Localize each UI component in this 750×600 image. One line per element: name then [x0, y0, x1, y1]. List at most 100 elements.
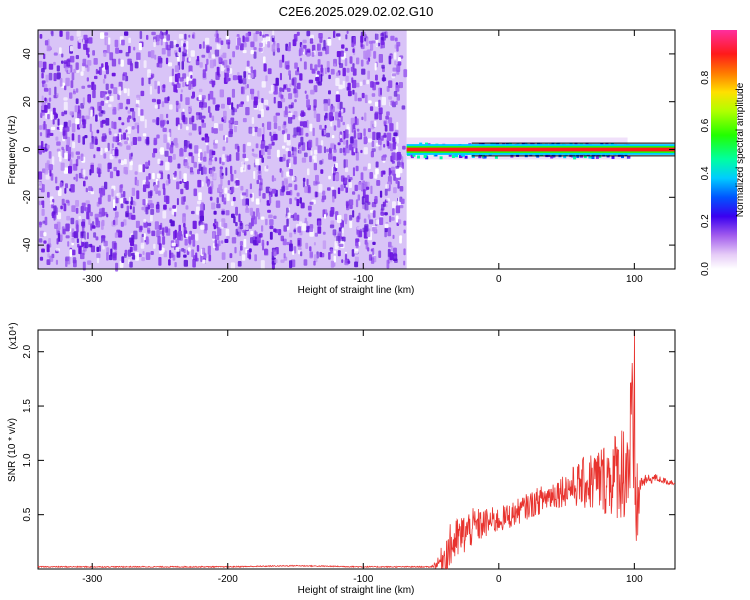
noise-cell	[49, 255, 54, 262]
noise-cell	[394, 37, 398, 42]
noise-cell	[277, 101, 283, 109]
noise-cell	[151, 98, 156, 103]
noise-cell	[77, 105, 80, 114]
noise-cell	[71, 237, 75, 243]
colorbar-tick-label: 0.2	[700, 214, 711, 228]
noise-cell	[403, 69, 408, 78]
spectrogram-x-ticks: -300 -200 -100 0 100	[82, 30, 643, 285]
noise-cell	[253, 47, 257, 51]
noise-cell	[226, 155, 230, 162]
noise-cell	[402, 145, 406, 150]
noise-cell	[224, 187, 228, 194]
noise-cell	[322, 231, 326, 235]
noise-cell	[142, 133, 147, 137]
noise-cell	[174, 211, 177, 217]
noise-cell	[403, 260, 406, 266]
noise-cell	[150, 251, 154, 255]
noise-cell	[330, 260, 335, 268]
noise-cell	[303, 61, 307, 70]
noise-cell	[102, 92, 105, 97]
noise-cell	[332, 156, 337, 162]
noise-cell	[231, 201, 234, 206]
x-tick-label: -100	[353, 274, 373, 285]
noise-cell	[298, 115, 301, 121]
noise-cell	[203, 156, 207, 162]
noise-cell	[199, 62, 203, 68]
noise-cell	[344, 129, 349, 139]
noise-cell	[142, 251, 145, 255]
noise-cell	[287, 46, 291, 52]
noise-cell	[78, 37, 83, 43]
noise-cell	[59, 125, 63, 130]
noise-cell	[338, 110, 342, 118]
noise-cell	[65, 77, 70, 87]
noise-cell	[167, 136, 171, 145]
noise-cell	[321, 198, 325, 203]
noise-cell	[85, 187, 88, 193]
noise-cell	[397, 161, 401, 168]
noise-cell	[287, 151, 291, 158]
noise-cell	[200, 254, 203, 262]
noise-cell	[320, 140, 324, 146]
noise-cell	[201, 115, 206, 119]
noise-cell	[346, 204, 350, 211]
noise-cell	[216, 203, 221, 209]
noise-cell	[209, 46, 212, 50]
noise-cell	[369, 172, 373, 179]
noise-cell	[80, 153, 84, 161]
noise-cell	[46, 244, 50, 253]
noise-cell	[198, 192, 202, 201]
noise-cell	[364, 224, 369, 232]
noise-cell	[63, 60, 67, 64]
noise-cell	[389, 215, 392, 223]
snr-y-axis-label: SNR (10 * v/v)	[7, 418, 18, 482]
noise-cell	[182, 54, 185, 62]
noise-cell	[118, 159, 121, 164]
noise-cell	[115, 262, 119, 272]
noise-cell	[348, 199, 354, 206]
noise-cell	[394, 258, 398, 263]
noise-cell	[325, 112, 328, 119]
noise-cell	[362, 180, 365, 185]
noise-cell	[271, 188, 277, 194]
noise-cell	[69, 92, 73, 99]
noise-cell	[47, 129, 51, 136]
noise-cell	[241, 254, 246, 261]
noise-cell	[264, 249, 269, 256]
noise-cell	[294, 85, 298, 94]
noise-cell	[283, 253, 286, 259]
noise-cell	[201, 247, 206, 255]
noise-cell	[48, 46, 52, 50]
noise-cell	[268, 214, 273, 219]
noise-cell	[118, 116, 122, 121]
noise-cell	[201, 137, 205, 141]
noise-cell	[306, 99, 310, 108]
noise-cell	[317, 145, 322, 154]
noise-cell	[211, 202, 216, 210]
noise-cell	[143, 60, 147, 68]
noise-cell	[363, 147, 368, 155]
noise-cell	[226, 73, 229, 83]
noise-cell	[382, 134, 387, 138]
noise-cell	[337, 142, 341, 146]
noise-cell	[62, 126, 66, 136]
noise-cell	[48, 164, 53, 171]
noise-cell	[160, 37, 163, 46]
noise-cell	[84, 64, 88, 68]
noise-cell	[127, 58, 132, 65]
noise-cell	[59, 182, 64, 188]
noise-cell	[154, 221, 159, 230]
noise-cell	[159, 114, 164, 122]
noise-cell	[386, 139, 390, 147]
noise-cell	[394, 60, 397, 66]
noise-cell	[383, 120, 388, 125]
noise-cell	[240, 185, 244, 191]
spectrogram-y-axis-label: Frequency (Hz)	[7, 116, 18, 185]
noise-cell	[157, 85, 160, 94]
noise-cell	[63, 167, 69, 174]
noise-cell	[229, 58, 232, 65]
noise-cell	[386, 198, 390, 202]
noise-cell	[192, 258, 196, 268]
noise-cell	[129, 108, 135, 112]
noise-cell	[135, 220, 140, 228]
